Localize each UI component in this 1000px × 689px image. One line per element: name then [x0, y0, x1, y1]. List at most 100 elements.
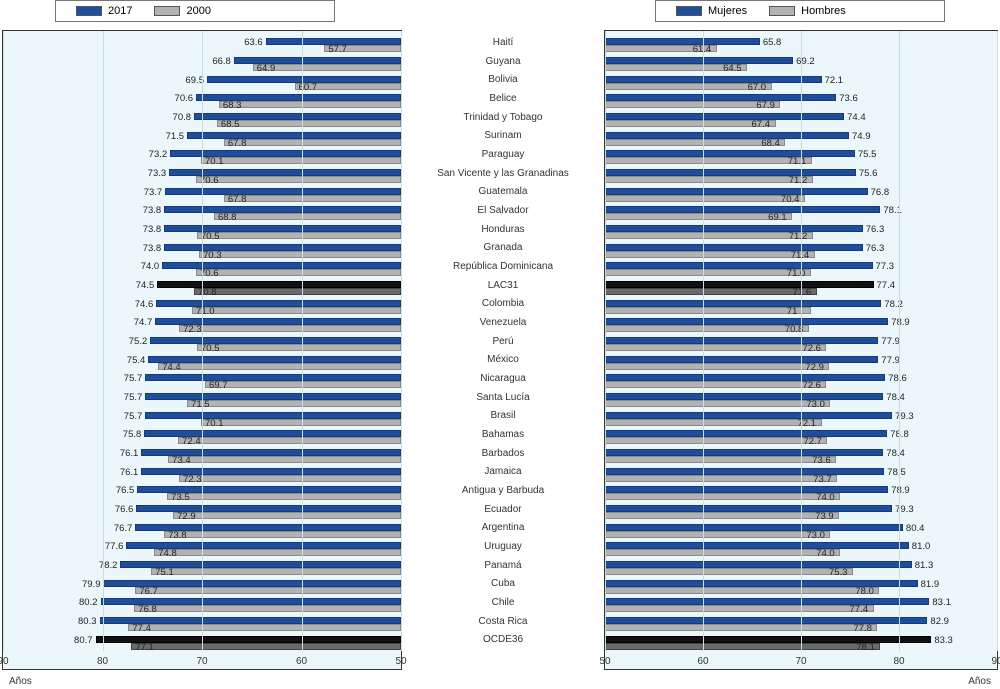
bar-bottom — [199, 251, 401, 258]
value-bottom: 67.8 — [228, 138, 247, 149]
country-label: Paraguay — [408, 148, 598, 162]
tick-label: 80 — [97, 656, 108, 667]
bar-bottom — [605, 549, 840, 556]
bar-bottom — [178, 437, 401, 444]
value-bottom: 70.8 — [198, 287, 217, 298]
value-bottom: 74.0 — [816, 548, 835, 559]
bar-top — [605, 113, 844, 120]
value-top: 70.8 — [173, 112, 192, 123]
country-label: Antigua y Barbuda — [408, 484, 598, 498]
country-label: OCDE36 — [408, 633, 598, 647]
value-top: 74.7 — [134, 317, 153, 328]
value-bottom: 64.9 — [257, 63, 276, 74]
value-bottom: 73.4 — [172, 455, 191, 466]
value-bottom: 67.8 — [228, 194, 247, 205]
value-bottom: 68.5 — [221, 119, 240, 130]
country-label: Belice — [408, 92, 598, 106]
legend-swatch-2000 — [154, 6, 180, 16]
value-bottom: 74.8 — [158, 548, 177, 559]
country-label: Bahamas — [408, 428, 598, 442]
value-top: 74.4 — [847, 112, 866, 123]
bar-bottom — [605, 531, 830, 538]
value-bottom: 73.6 — [812, 455, 831, 466]
country-label: Guyana — [408, 55, 598, 69]
bar-top — [162, 262, 401, 269]
value-bottom: 75.1 — [155, 567, 174, 578]
tick-label: 70 — [196, 656, 207, 667]
value-bottom: 74.0 — [816, 492, 835, 503]
country-label: Perú — [408, 335, 598, 349]
value-bottom: 68.8 — [218, 212, 237, 223]
country-label: Brasil — [408, 409, 598, 423]
value-top: 73.8 — [143, 205, 162, 216]
value-bottom: 67.4 — [752, 119, 771, 130]
bar-top — [164, 225, 401, 232]
bar-top — [605, 150, 855, 157]
bar-top — [156, 300, 401, 307]
country-label: Santa Lucía — [408, 391, 598, 405]
bar-top — [605, 244, 863, 251]
value-top: 76.1 — [120, 467, 139, 478]
tick-label: 90 — [0, 656, 9, 667]
value-bottom: 70.1 — [205, 418, 224, 429]
bar-top — [605, 449, 883, 456]
bar-bottom — [224, 195, 401, 202]
value-top: 83.3 — [934, 635, 953, 646]
value-top: 74.0 — [141, 261, 160, 272]
value-bottom: 71.2 — [789, 175, 808, 186]
value-bottom: 68.3 — [223, 100, 242, 111]
tick-label: 50 — [395, 656, 406, 667]
bar-bottom — [214, 213, 401, 220]
value-bottom: 77.4 — [850, 604, 869, 615]
value-top: 75.5 — [858, 149, 877, 160]
value-top: 75.7 — [124, 392, 143, 403]
bar-top — [187, 132, 401, 139]
country-label: Uruguay — [408, 540, 598, 554]
value-top: 79.3 — [895, 411, 914, 422]
value-bottom: 77.4 — [132, 623, 151, 634]
value-bottom: 71.0 — [787, 268, 806, 279]
bar-bottom — [605, 381, 826, 388]
bar-bottom — [605, 213, 792, 220]
legend-swatch-2017 — [76, 6, 102, 16]
country-label: República Dominicana — [408, 260, 598, 274]
value-bottom: 71.1 — [788, 156, 807, 167]
bar-top — [164, 244, 401, 251]
value-bottom: 67.9 — [756, 100, 775, 111]
bar-bottom — [605, 643, 880, 650]
value-top: 78.2 — [884, 299, 903, 310]
tick-label: 50 — [599, 656, 610, 667]
value-bottom: 67.0 — [748, 82, 767, 93]
grid-line — [605, 31, 606, 651]
bar-bottom — [134, 605, 401, 612]
bar-top — [605, 561, 912, 568]
bar-bottom — [605, 624, 877, 631]
value-top: 78.9 — [891, 317, 910, 328]
value-bottom: 71 — [787, 306, 798, 317]
bar-bottom — [154, 549, 401, 556]
value-bottom: 76.7 — [139, 586, 158, 597]
value-top: 65.8 — [763, 37, 782, 48]
country-label: Jamaica — [408, 465, 598, 479]
bar-top — [150, 337, 401, 344]
value-top: 80.3 — [78, 616, 97, 627]
value-bottom: 71.5 — [191, 399, 210, 410]
bar-bottom — [605, 475, 837, 482]
bar-top — [605, 225, 863, 232]
bar-bottom — [605, 195, 805, 202]
value-top: 73.8 — [143, 224, 162, 235]
bar-top — [605, 206, 880, 213]
grid-line — [3, 31, 4, 651]
value-bottom: 64.5 — [723, 63, 742, 74]
value-top: 81.9 — [921, 579, 940, 590]
value-bottom: 78.1 — [856, 642, 875, 653]
value-bottom: 72.3 — [183, 324, 202, 335]
country-label: Honduras — [408, 223, 598, 237]
value-top: 80.4 — [906, 523, 925, 534]
center-labels: HaitíGuyanaBoliviaBeliceTrinidad y Tobag… — [408, 36, 598, 649]
value-top: 76.3 — [866, 243, 885, 254]
value-top: 75.2 — [129, 336, 148, 347]
value-top: 69.2 — [796, 56, 815, 67]
bar-bottom — [605, 512, 839, 519]
bar-top — [605, 57, 793, 64]
